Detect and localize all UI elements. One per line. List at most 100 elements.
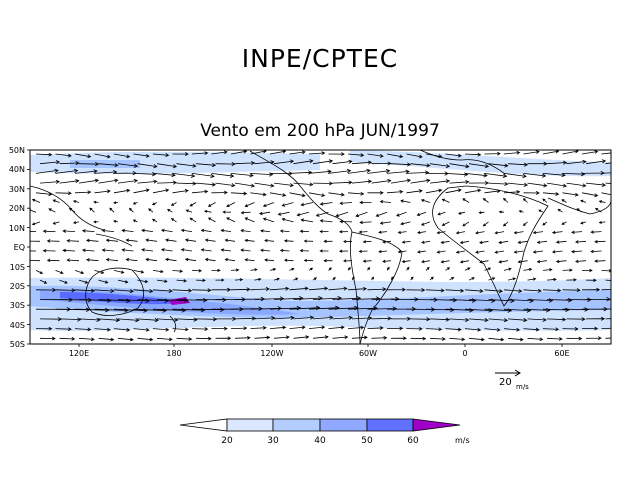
wind-vector (180, 248, 193, 252)
wind-vector (172, 152, 189, 156)
wind-vector (319, 249, 329, 253)
wind-vector (488, 337, 505, 342)
wind-vector (386, 266, 390, 271)
wind-vector (273, 296, 304, 301)
wind-vector (504, 348, 519, 351)
wind-vector (484, 289, 504, 294)
wind-vector (277, 211, 290, 216)
wind-vector (281, 217, 294, 223)
wind-vector (289, 150, 306, 155)
wind-vector (421, 240, 431, 244)
wind-vector (113, 219, 119, 223)
wind-vector (417, 230, 427, 235)
wind-vector (420, 199, 431, 203)
wind-vector (114, 348, 129, 351)
wind-vector (518, 210, 524, 213)
lon-label: 120W (260, 349, 283, 358)
wind-vector (145, 238, 158, 242)
wind-vector (566, 317, 586, 322)
wind-vector (464, 173, 488, 178)
wind-vector (328, 325, 345, 330)
wind-vector (204, 257, 216, 262)
wind-vector (78, 337, 95, 342)
wind-vector (220, 228, 232, 233)
wind-vector (303, 239, 314, 243)
wind-vector (273, 182, 295, 188)
wind-vector (605, 318, 611, 320)
wind-vector (254, 182, 275, 188)
wind-vector (273, 335, 290, 340)
wind-vector (165, 257, 177, 262)
wind-vector (546, 160, 568, 165)
wind-vector (191, 189, 209, 194)
wind-vector (185, 209, 193, 213)
wind-vector (262, 217, 275, 223)
wind-vector (98, 163, 119, 168)
arabia-coast (547, 197, 611, 215)
wind-vector (240, 211, 251, 215)
wind-vector (594, 259, 606, 263)
south-jet-core (60, 292, 190, 305)
wind-vector (189, 217, 197, 223)
wind-vector (425, 307, 455, 313)
reference-units: m/s (516, 383, 529, 391)
wind-vector (211, 287, 232, 292)
wind-vector (195, 278, 206, 283)
wind-vector (215, 162, 236, 167)
wind-vector (390, 162, 412, 167)
new-zealand-outline (169, 315, 177, 333)
wind-vector (406, 189, 423, 194)
wind-vector (446, 347, 461, 350)
wind-vector (386, 169, 410, 174)
wind-vector (94, 270, 105, 274)
wind-vector (137, 337, 154, 342)
wind-vector (484, 267, 492, 271)
wind-vector (429, 276, 434, 281)
wind-vector (328, 168, 352, 174)
wind-vector (429, 163, 451, 169)
lat-label: 20S (10, 282, 25, 291)
wind-vector (502, 197, 509, 203)
wind-vector (488, 163, 509, 168)
wind-vector (55, 168, 79, 174)
wind-vector (260, 229, 271, 233)
wind-vector (440, 260, 450, 264)
wind-vector (479, 260, 489, 264)
wind-vector (546, 297, 573, 303)
wind-vector (605, 298, 611, 300)
wind-vector (522, 198, 528, 203)
wind-vector (230, 191, 248, 196)
wind-vector (347, 153, 365, 157)
colorbar-high-arrow (412, 418, 461, 432)
wind-vector (98, 337, 115, 342)
wind-vector (215, 278, 225, 282)
wind-vector (359, 220, 372, 225)
wind-vector (441, 198, 450, 203)
wind-vector (151, 202, 158, 206)
wind-vector (113, 270, 125, 274)
north-atlantic-jet-band (350, 150, 611, 177)
wind-vector (429, 297, 458, 303)
wind-vector (482, 198, 489, 203)
north-jet-band (30, 151, 320, 174)
wind-vector (410, 336, 427, 341)
wind-vector (59, 317, 82, 322)
wind-vector (113, 289, 134, 294)
wind-vector (488, 277, 496, 281)
wind-vector (312, 315, 334, 320)
wind-vector (498, 240, 509, 245)
wind-vector (390, 178, 412, 184)
wind-vector (582, 346, 597, 349)
wind-vector (566, 159, 587, 165)
wind-vector (215, 182, 236, 188)
wind-vector (133, 153, 150, 158)
wind-vector (224, 238, 236, 243)
wind-vector (152, 153, 170, 157)
wind-vector (62, 248, 76, 253)
wind-vector (78, 279, 89, 284)
wind-vector (523, 327, 540, 332)
wind-vector (351, 296, 381, 301)
wind-vector (440, 240, 450, 244)
lat-label: 30N (9, 185, 25, 194)
wind-vector (42, 229, 56, 234)
